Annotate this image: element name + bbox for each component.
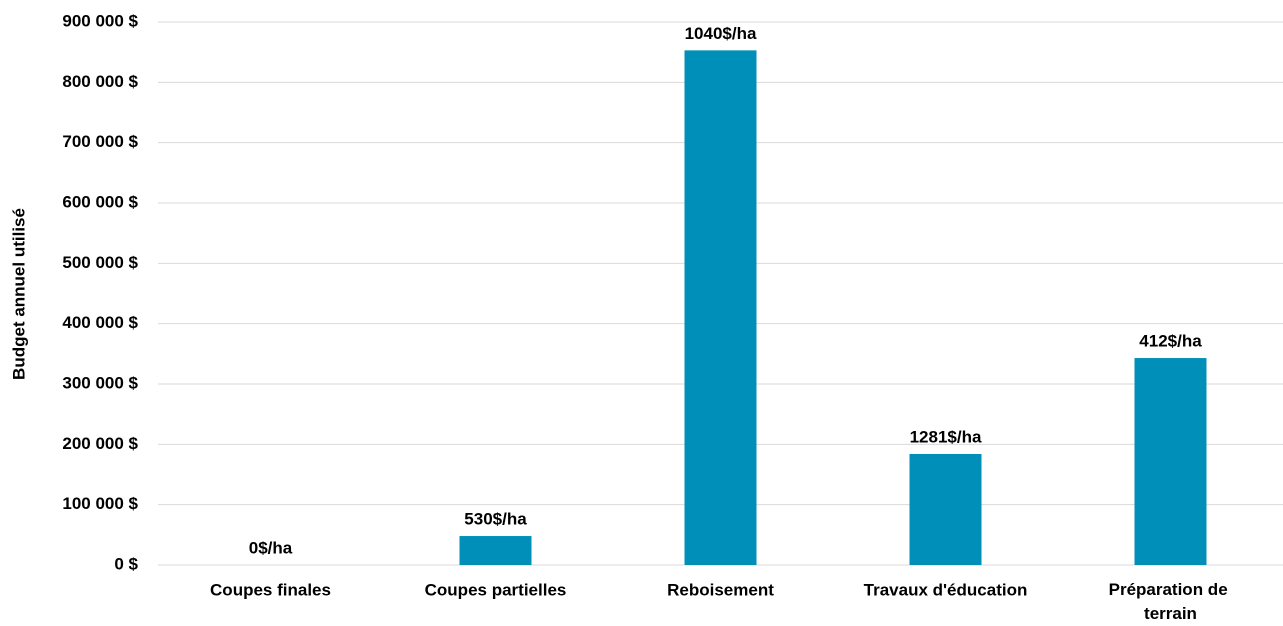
y-tick-label: 800 000 $: [62, 72, 138, 91]
y-tick-label: 700 000 $: [62, 132, 138, 151]
data-annotation: 1040$/ha: [685, 24, 757, 43]
bar: [459, 536, 532, 565]
y-tick-label: 300 000 $: [62, 373, 138, 392]
y-tick-label: 600 000 $: [62, 192, 138, 211]
x-tick-label: Coupes partielles: [425, 580, 567, 599]
x-tick-label: Préparation de terrain: [1109, 580, 1233, 623]
x-tick-label: Coupes finales: [210, 580, 331, 599]
data-annotation: 1281$/ha: [910, 427, 982, 446]
y-tick-label: 400 000 $: [62, 313, 138, 332]
bar: [684, 50, 757, 565]
x-tick-label: Travaux d'éducation: [864, 580, 1028, 599]
y-tick-label: 900 000 $: [62, 11, 138, 30]
x-tick-label: Reboisement: [667, 580, 774, 599]
y-tick-label: 0 $: [114, 554, 138, 573]
data-annotation: 0$/ha: [249, 538, 293, 557]
y-tick-label: 200 000 $: [62, 434, 138, 453]
y-tick-label: 500 000 $: [62, 253, 138, 272]
y-tick-label: 100 000 $: [62, 494, 138, 513]
data-annotation: 530$/ha: [464, 510, 527, 529]
bar: [909, 453, 982, 565]
bar: [1134, 358, 1207, 565]
y-axis-label: Budget annuel utilisé: [9, 208, 28, 380]
data-annotation: 412$/ha: [1139, 332, 1202, 351]
